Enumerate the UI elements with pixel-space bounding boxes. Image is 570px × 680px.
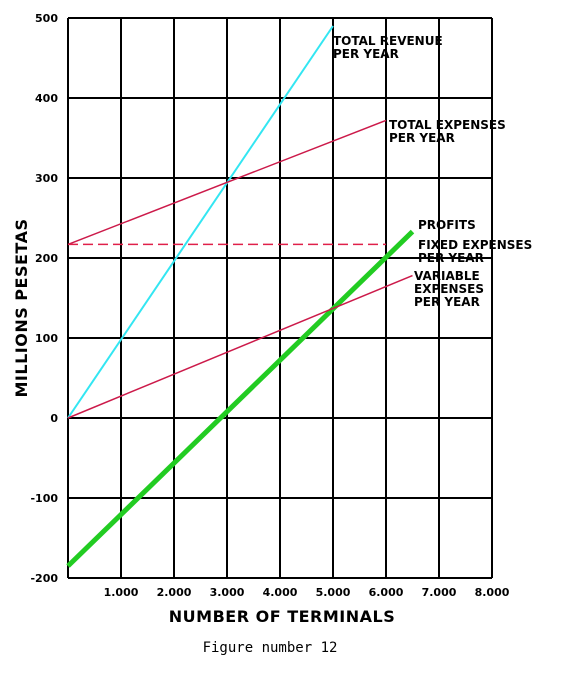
series-line: [66, 229, 415, 568]
x-tick-label: 3.000: [210, 586, 245, 599]
x-tick-label: 6.000: [369, 586, 404, 599]
series-label: FIXED EXPENSES PER YEAR: [418, 238, 532, 265]
x-tick-label: 7.000: [422, 586, 457, 599]
x-tick-label: 1.000: [104, 586, 139, 599]
tick-labels: -200 -100 0 100 200 300 400 500 1.000 2.000 3.000 4…: [30, 12, 509, 599]
series-label: PROFITS: [418, 218, 476, 232]
series-label: TOTAL REVENUE PER YEAR: [333, 34, 443, 61]
y-axis-title: MILLIONS PESETAS: [12, 219, 31, 398]
x-tick-label: 2.000: [157, 586, 192, 599]
series-line: [67, 274, 413, 419]
y-tick-label: -100: [30, 492, 58, 505]
series-line: [67, 25, 334, 419]
series-label: VARIABLE EXPENSES PER YEAR: [414, 269, 484, 309]
x-axis-title: NUMBER OF TERMINALS: [169, 607, 395, 626]
y-tick-label: 400: [35, 92, 58, 105]
y-tick-label: 500: [35, 12, 58, 25]
series-label: TOTAL EXPENSES PER YEAR: [389, 118, 506, 145]
x-tick-label: 8.000: [475, 586, 510, 599]
x-tick-label: 5.000: [316, 586, 351, 599]
series-line: [67, 119, 387, 246]
figure-caption: Figure number 12: [202, 640, 338, 656]
series-lines: [66, 25, 415, 568]
y-tick-label: -200: [30, 572, 58, 585]
y-tick-label: 0: [50, 412, 58, 425]
y-tick-label: 200: [35, 252, 58, 265]
grid: [67, 17, 493, 579]
x-tick-label: 4.000: [263, 586, 298, 599]
y-tick-label: 100: [35, 332, 58, 345]
series-annotations: TOTAL REVENUE PER YEAR TOTAL EXPENSES PER Y…: [333, 34, 532, 309]
y-tick-label: 300: [35, 172, 58, 185]
